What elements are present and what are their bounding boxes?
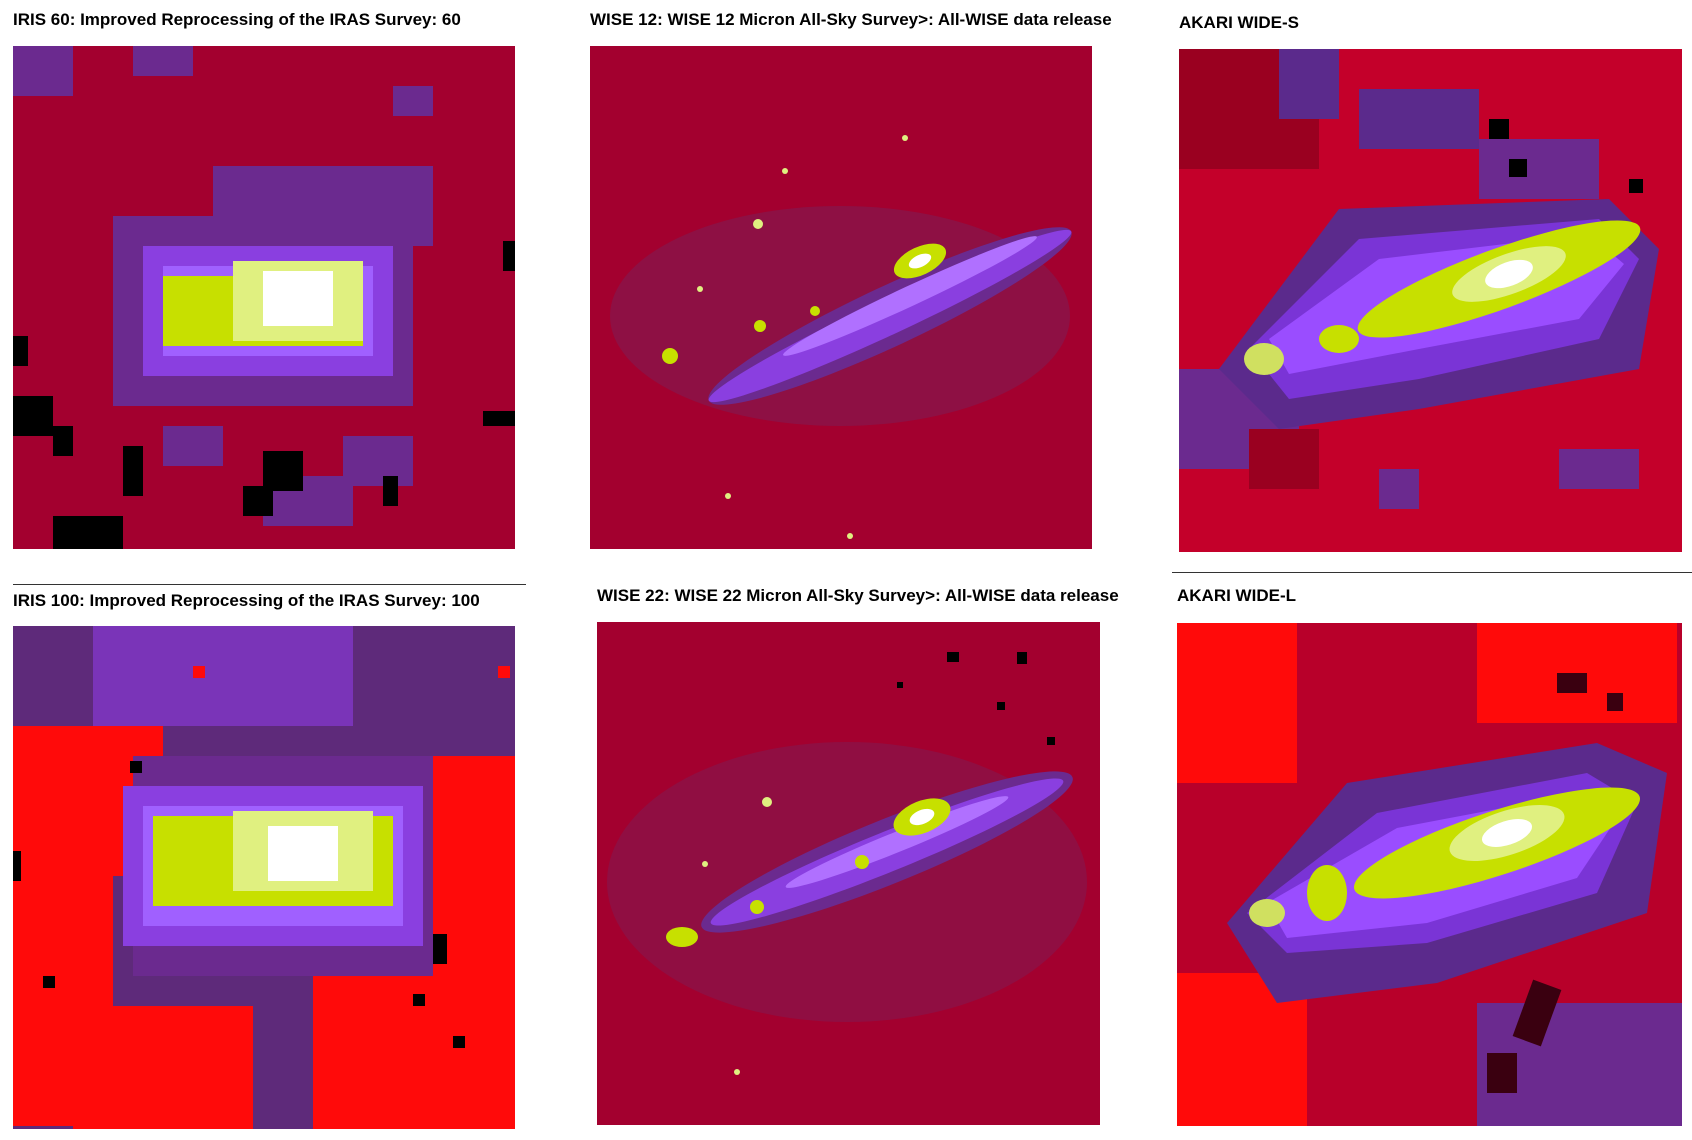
separator-right: [1172, 572, 1692, 573]
separator-left: [13, 584, 526, 585]
akari-wide-l-image: [1177, 623, 1682, 1126]
iris-100-image: [13, 626, 515, 1129]
panel-title-akari-wide-s: AKARI WIDE-S: [1179, 13, 1299, 32]
panel-title-iris-100: IRIS 100: Improved Reprocessing of the I…: [13, 591, 480, 610]
panel-title-iris-60: IRIS 60: Improved Reprocessing of the IR…: [13, 10, 461, 29]
panel-title-wise-22: WISE 22: WISE 22 Micron All-Sky Survey>:…: [597, 586, 1119, 605]
akari-wide-s-image: [1179, 49, 1682, 552]
iris-60-image: [13, 46, 515, 549]
wise-22-image: [597, 622, 1100, 1125]
wise-12-image: [590, 46, 1092, 549]
panel-title-akari-wide-l: AKARI WIDE-L: [1177, 586, 1296, 605]
panel-title-wise-12: WISE 12: WISE 12 Micron All-Sky Survey>:…: [590, 10, 1112, 29]
